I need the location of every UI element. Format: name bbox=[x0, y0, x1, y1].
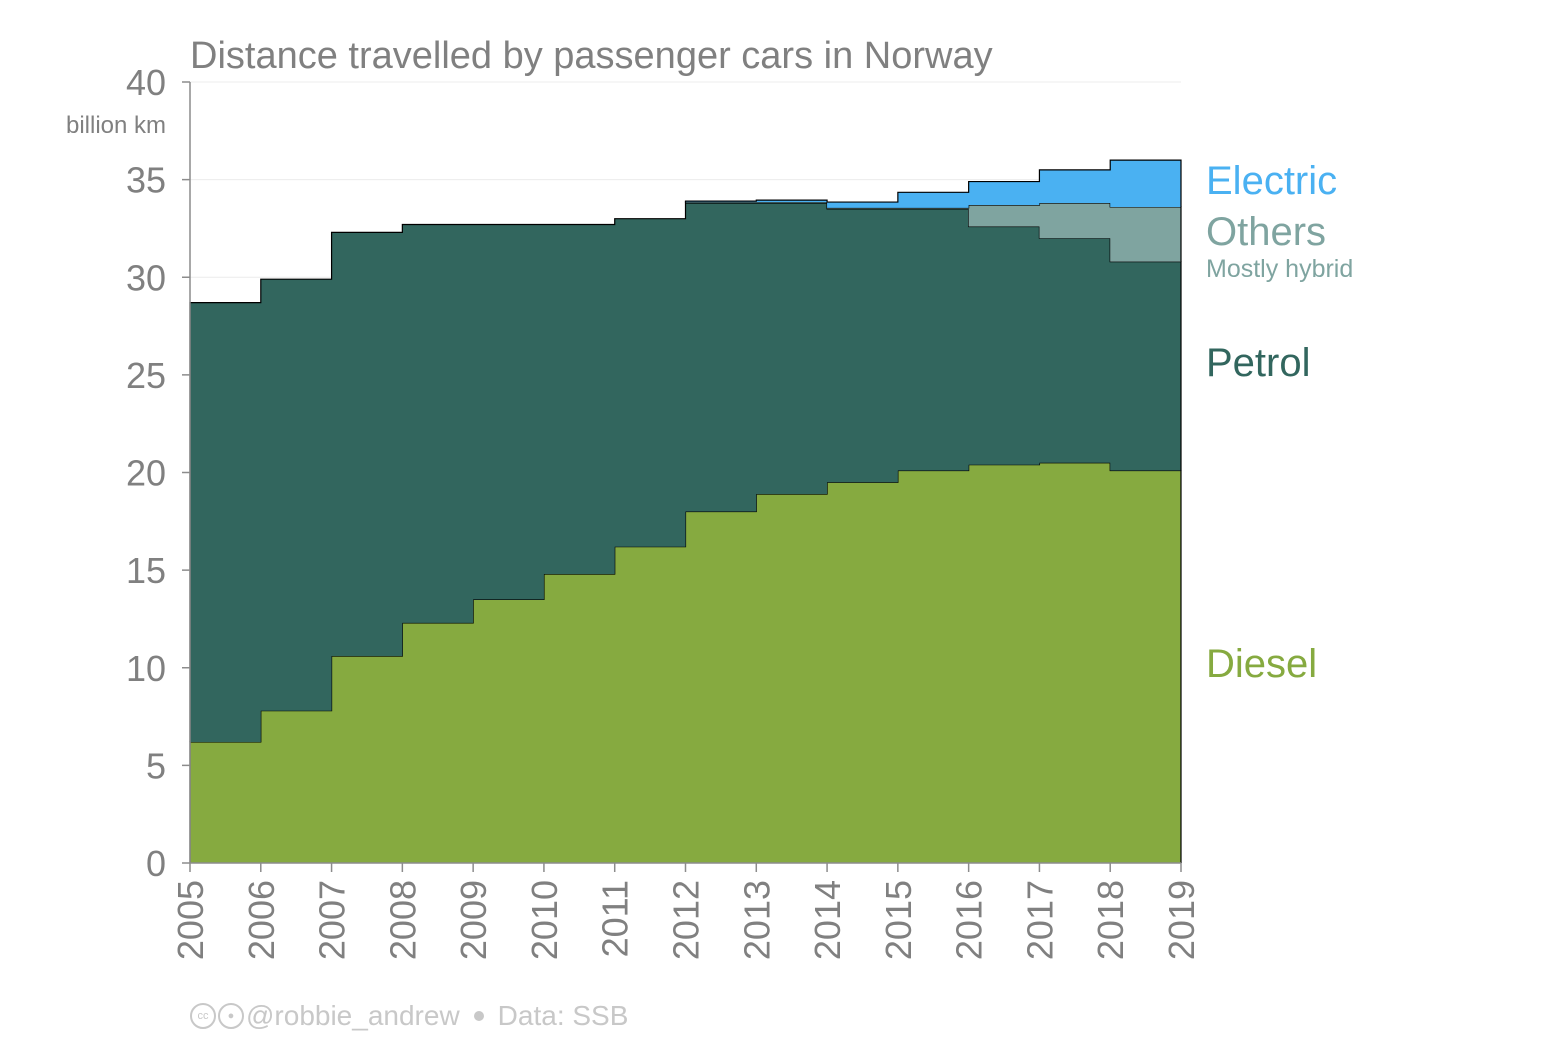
x-tick-label: 2005 bbox=[170, 880, 211, 960]
x-tick-label: 2016 bbox=[949, 880, 990, 960]
x-tick-label: 2015 bbox=[878, 880, 919, 960]
y-tick-label: 5 bbox=[146, 745, 166, 786]
y-tick-label: 20 bbox=[126, 453, 166, 494]
x-tick-label: 2009 bbox=[453, 880, 494, 960]
y-tick-label: 40 bbox=[126, 62, 166, 103]
x-tick-label: 2012 bbox=[666, 880, 707, 960]
series-area-others bbox=[190, 202, 1181, 303]
x-tick-label: 2013 bbox=[736, 880, 777, 960]
series-area-petrol bbox=[190, 203, 1181, 742]
legend-label-diesel: Diesel bbox=[1206, 642, 1317, 686]
y-tick-label: 10 bbox=[126, 648, 166, 689]
x-tick-label: 2008 bbox=[382, 880, 423, 960]
y-tick-label: 30 bbox=[126, 257, 166, 298]
y-axis-ticks: 0 5 10 15 20 25 30 35 40 bbox=[126, 62, 190, 884]
legend-label-electric: Electric bbox=[1206, 159, 1337, 203]
chart-title: Distance travelled by passenger cars in … bbox=[190, 35, 993, 77]
legend-label-others: Others bbox=[1206, 210, 1326, 254]
x-tick-label: 2018 bbox=[1090, 880, 1131, 960]
x-tick-label: 2017 bbox=[1019, 880, 1060, 960]
x-tick-label: 2019 bbox=[1161, 880, 1202, 960]
credit-handle: @robbie_andrew bbox=[246, 1000, 460, 1031]
stacked-areas bbox=[189, 159, 1182, 863]
series-area-diesel bbox=[190, 462, 1181, 863]
x-tick-label: 2011 bbox=[595, 880, 636, 957]
cc-icon: cc bbox=[190, 1002, 216, 1029]
x-tick-label: 2010 bbox=[524, 880, 565, 960]
legend-sublabel-others: Mostly hybrid bbox=[1206, 255, 1353, 283]
credit-line: cc ● @robbie_andrew Data: SSB bbox=[190, 1000, 628, 1033]
series-edge-electric bbox=[684, 159, 1182, 207]
x-axis-ticks: 2005 2006 2007 2008 2009 2010 2011 2012 2013 2014… bbox=[170, 863, 1202, 960]
credit-source: Data: SSB bbox=[497, 1000, 629, 1031]
x-tick-label: 2006 bbox=[241, 880, 282, 960]
series-area-electric bbox=[190, 160, 1181, 303]
y-tick-label: 35 bbox=[126, 160, 166, 201]
series-edge-others bbox=[684, 201, 1182, 262]
y-unit-label: billion km bbox=[66, 112, 166, 139]
y-tick-label: 15 bbox=[126, 550, 166, 591]
y-tick-label: 0 bbox=[146, 843, 166, 884]
x-tick-label: 2007 bbox=[312, 880, 353, 960]
by-icon: ● bbox=[218, 1002, 244, 1029]
legend-label-petrol: Petrol bbox=[1206, 341, 1311, 385]
y-tick-label: 25 bbox=[126, 355, 166, 396]
separator-dot bbox=[473, 1010, 484, 1021]
x-tick-label: 2014 bbox=[807, 880, 848, 960]
